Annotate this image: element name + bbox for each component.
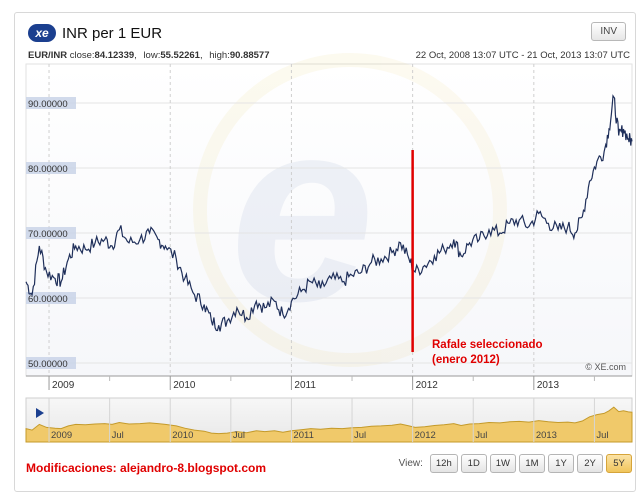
view-button-1d[interactable]: 1D [460,454,487,473]
date-range: 22 Oct, 2008 13:07 UTC - 21 Oct, 2013 13… [415,50,630,61]
view-button-1y[interactable]: 1Y [548,454,574,473]
view-button-1m[interactable]: 1M [519,454,545,473]
view-button-12h[interactable]: 12h [429,454,458,473]
currency-pair: EUR/INR [28,50,68,61]
modifications-credit: Modificaciones: alejandro-8.blogspot.com [26,461,267,475]
chart-subheader: EUR/INR close:84.12339, low:55.52261, hi… [28,50,630,61]
invert-button[interactable]: INV [591,22,626,41]
low-stat: low:55.52261, [143,50,203,61]
view-button-2y[interactable]: 2Y [577,454,603,473]
chart-title: INR per 1 EUR [62,24,163,42]
view-button-5y[interactable]: 5Y [606,454,632,473]
price-stats: EUR/INR close:84.12339, low:55.52261, hi… [28,50,273,61]
xe-logo-icon: xe [28,24,56,42]
view-buttons: 12h 1D 1W 1M 1Y 2Y 5Y [427,454,632,473]
view-label: View: [398,458,423,469]
close-stat: close:84.12339, [69,50,137,61]
chart-widget-frame [14,12,636,492]
view-button-1w[interactable]: 1W [489,454,516,473]
high-stat: high:90.88577 [209,50,270,61]
chart-header: xe INR per 1 EUR [28,20,162,46]
view-range-bar: View: 12h 1D 1W 1M 1Y 2Y 5Y [399,454,632,473]
